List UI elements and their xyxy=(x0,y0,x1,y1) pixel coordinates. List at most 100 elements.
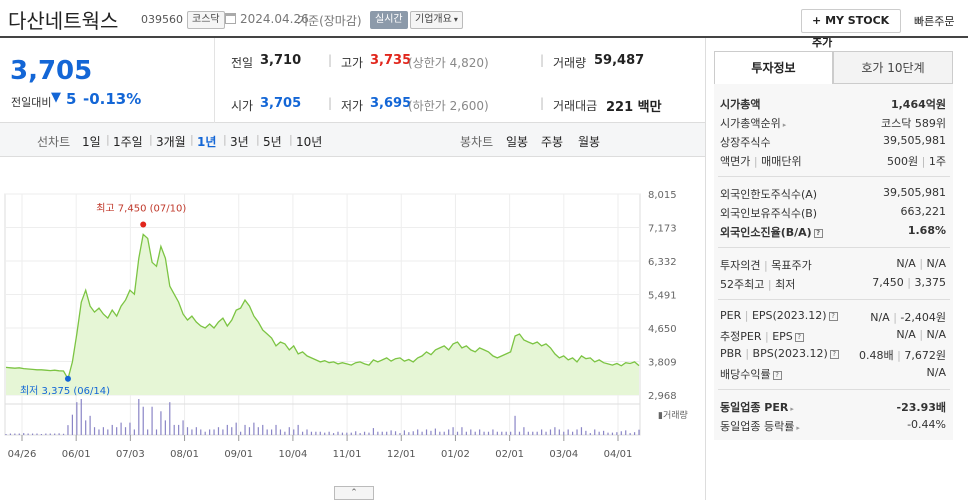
tab-period-2[interactable]: 3개월 xyxy=(156,135,186,149)
volume-bar xyxy=(372,428,375,435)
stat-sep: | xyxy=(540,53,545,67)
volume-bar xyxy=(332,433,335,435)
current-price: 3,705 xyxy=(10,56,93,86)
volume-bar xyxy=(527,431,529,435)
y-tick-label: 2,968 xyxy=(648,391,677,402)
opinion-value: N/A xyxy=(896,257,916,270)
volume-bar xyxy=(80,399,82,435)
x-tick-label: 09/01 xyxy=(224,449,253,460)
y-tick-label: 5,491 xyxy=(648,291,677,302)
pbr-label: PBR xyxy=(720,347,742,360)
tab-candle-2[interactable]: 월봉 xyxy=(578,135,601,149)
volume-bar xyxy=(204,431,206,435)
x-tick-label: 02/01 xyxy=(495,449,524,460)
volume-bar xyxy=(306,429,308,435)
tab-period-6[interactable]: 10년 xyxy=(296,135,323,149)
mystock-add-button[interactable]: + MY STOCK 추가 xyxy=(801,9,901,49)
y-tick-label: 3,809 xyxy=(648,358,677,369)
help-icon[interactable]: ? xyxy=(813,228,823,238)
volume-bar xyxy=(505,431,507,435)
tab-separator: | xyxy=(256,133,260,146)
tab-invest-info-label: 투자정보 xyxy=(751,61,796,75)
tab-invest-info[interactable]: 투자정보 xyxy=(714,51,833,84)
price-chart[interactable]: 8,015 7,173 6,332 5,491 4,650 3,809 2,968 04/26… xyxy=(0,157,705,500)
volume-bar xyxy=(408,432,410,435)
mystock-label: MY STOCK 추가 xyxy=(812,14,890,49)
plus-icon: + xyxy=(812,14,822,27)
volume-bar xyxy=(580,427,583,435)
volume-bar xyxy=(226,424,228,435)
prev-close-label: 전일 xyxy=(231,56,254,70)
upper-limit: (상한가 4,820) xyxy=(408,56,489,70)
panel-divider xyxy=(718,247,950,248)
help-icon[interactable]: ? xyxy=(828,311,838,321)
bps-value: 7,672원 xyxy=(904,349,946,362)
help-icon[interactable]: ? xyxy=(829,349,839,359)
volume-bar xyxy=(310,431,313,435)
volume-bar xyxy=(576,429,578,435)
market-badge: 코스닥 xyxy=(187,11,225,29)
volume-bar xyxy=(315,431,317,435)
pbr-value: 0.48배 xyxy=(859,349,894,362)
target-label: 목표주가 xyxy=(771,259,812,272)
volume-bar xyxy=(448,429,450,435)
help-icon[interactable]: ? xyxy=(772,370,782,380)
low-label: 저가 xyxy=(341,99,364,113)
company-name: 다산네트웍스 xyxy=(8,9,119,33)
volume-bar xyxy=(403,430,405,435)
volume-bar xyxy=(111,424,113,435)
quick-order-link[interactable]: 빠른주문 xyxy=(914,15,955,28)
shares-label: 상장주식수 xyxy=(720,136,771,149)
volume-bar xyxy=(523,427,525,435)
volume-bar xyxy=(71,414,73,435)
volume-bar xyxy=(248,427,251,435)
x-tick-label: 03/04 xyxy=(549,449,578,460)
rank-label: 시가총액순위 xyxy=(720,117,781,130)
realtime-button[interactable]: 실시간 xyxy=(370,11,408,29)
volume-bar xyxy=(501,431,503,435)
volume-bar xyxy=(138,399,140,435)
per-value: N/A xyxy=(870,311,890,324)
stat-sep: | xyxy=(328,96,333,110)
tab-period-0[interactable]: 1일 xyxy=(82,135,101,149)
volume-bar xyxy=(638,429,640,435)
volume-bar xyxy=(191,429,193,435)
tab-separator: | xyxy=(106,133,110,146)
tab-orderbook[interactable]: 호가 10단계 xyxy=(833,51,953,84)
change-amount: 5 xyxy=(66,90,77,108)
scroll-handle[interactable]: ⌃ xyxy=(334,486,374,500)
unit-value: 1주 xyxy=(928,155,946,168)
volume-bar xyxy=(545,431,547,435)
tab-candle-1[interactable]: 주봉 xyxy=(541,135,564,149)
volume-bar xyxy=(470,429,472,435)
basis-text: 기준(장마감) xyxy=(297,14,362,28)
tab-period-5[interactable]: 5년 xyxy=(263,135,282,149)
company-overview-button[interactable]: 기업개요 ▾ xyxy=(410,11,463,29)
volume-bar xyxy=(9,433,12,435)
volume-bar xyxy=(14,433,16,435)
volume-bar xyxy=(266,429,268,435)
volume-bar xyxy=(5,434,7,435)
x-tick-label: 08/01 xyxy=(170,449,199,460)
volume-bar xyxy=(496,431,498,435)
volume-bar xyxy=(625,430,627,435)
stat-sep: | xyxy=(328,53,333,67)
volume-bar xyxy=(412,431,414,435)
period-tab-bar xyxy=(0,123,705,157)
volume-bar xyxy=(27,433,29,435)
calendar-icon xyxy=(225,13,236,24)
volume-bar xyxy=(54,433,56,435)
volume-bar xyxy=(589,433,591,435)
tab-candle-0[interactable]: 일봉 xyxy=(506,135,529,149)
volume-bar xyxy=(572,431,574,435)
tab-period-3[interactable]: 1년 xyxy=(197,135,217,149)
per-label: PER xyxy=(720,309,742,322)
volume-bar xyxy=(620,431,622,435)
stock-code: 039560 xyxy=(141,13,183,26)
caret-right-icon: ▸ xyxy=(782,121,787,129)
help-icon[interactable]: ? xyxy=(794,332,804,342)
tab-period-1[interactable]: 1주일 xyxy=(113,135,143,149)
volume-bar xyxy=(116,427,118,435)
volume-bar xyxy=(483,431,485,435)
tab-period-4[interactable]: 3년 xyxy=(230,135,249,149)
